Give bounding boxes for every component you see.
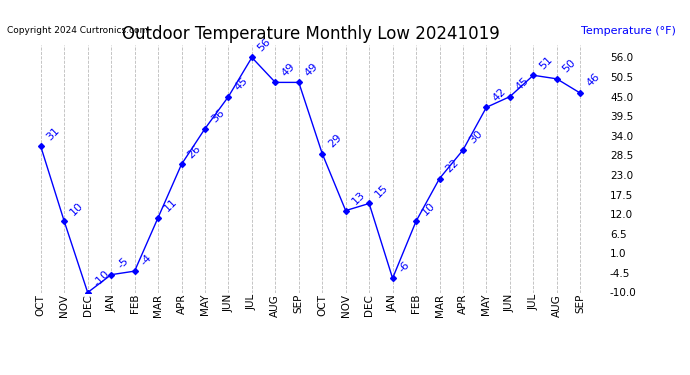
Text: 42: 42	[491, 86, 508, 103]
Text: 15: 15	[373, 182, 391, 199]
Text: -10: -10	[92, 268, 112, 288]
Text: -4: -4	[139, 252, 154, 267]
Text: 49: 49	[303, 61, 320, 78]
Text: 56: 56	[256, 36, 273, 53]
Text: -6: -6	[397, 259, 412, 274]
Text: 45: 45	[233, 75, 250, 93]
Text: 10: 10	[420, 200, 437, 217]
Text: 50: 50	[561, 58, 578, 75]
Text: -5: -5	[115, 256, 130, 270]
Text: 31: 31	[45, 125, 62, 142]
Text: 13: 13	[350, 189, 367, 206]
Text: 22: 22	[444, 157, 461, 174]
Text: 51: 51	[538, 54, 555, 71]
Text: Copyright 2024 Curtronics.com: Copyright 2024 Curtronics.com	[7, 26, 148, 35]
Text: 36: 36	[209, 108, 226, 124]
Text: 46: 46	[584, 72, 602, 89]
Text: Temperature (°F): Temperature (°F)	[581, 26, 676, 36]
Title: Outdoor Temperature Monthly Low 20241019: Outdoor Temperature Monthly Low 20241019	[121, 26, 500, 44]
Text: 29: 29	[326, 132, 344, 150]
Text: 45: 45	[514, 75, 531, 93]
Text: 49: 49	[279, 61, 297, 78]
Text: 10: 10	[68, 200, 86, 217]
Text: 30: 30	[467, 129, 484, 146]
Text: 11: 11	[162, 196, 179, 213]
Text: 26: 26	[186, 143, 203, 160]
